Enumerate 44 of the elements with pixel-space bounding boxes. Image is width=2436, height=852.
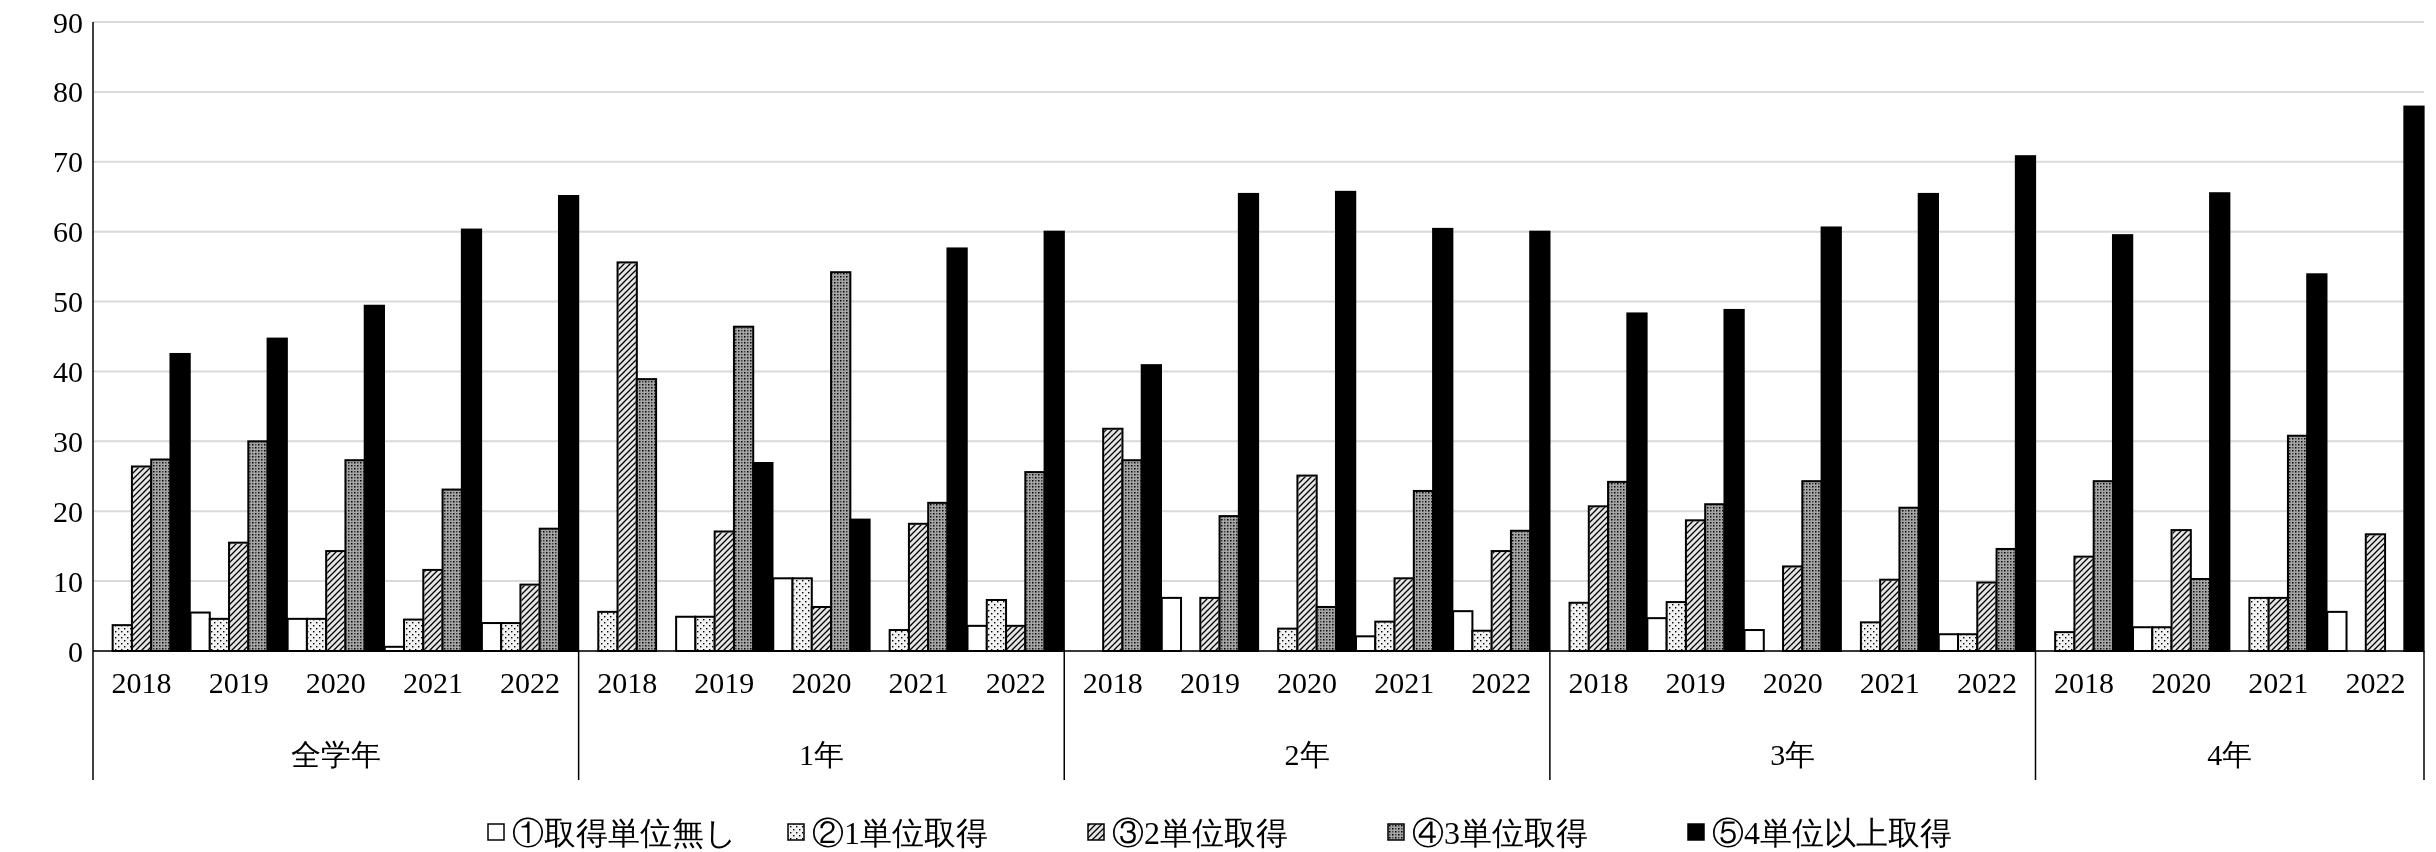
x-tick-label: 2021 bbox=[1859, 666, 1920, 699]
x-tick-label: 2022 bbox=[500, 666, 561, 699]
legend-label: ③2単位取得 bbox=[1112, 815, 1288, 852]
x-tick-label: 2020 bbox=[1762, 666, 1823, 699]
y-tick-label: 90 bbox=[53, 5, 83, 39]
x-tick-label: 2020 bbox=[2151, 666, 2212, 699]
x-tick-label: 2022 bbox=[985, 666, 1046, 699]
x-tick-label: 2020 bbox=[305, 666, 366, 699]
y-tick-label: 60 bbox=[53, 215, 83, 249]
legend-label: ④3単位取得 bbox=[1412, 815, 1588, 852]
y-tick-label: 70 bbox=[53, 145, 83, 179]
legend-label: ①取得単位無し bbox=[512, 815, 737, 852]
x-tick-label: 2021 bbox=[2248, 666, 2309, 699]
x-tick-label: 2021 bbox=[1374, 666, 1435, 699]
x-tick-label: 2022 bbox=[1471, 666, 1532, 699]
x-tick-label: 2018 bbox=[1082, 666, 1143, 699]
y-tick-label: 50 bbox=[53, 285, 83, 319]
text: 3年 bbox=[1770, 738, 1816, 771]
y-tick-label: 10 bbox=[53, 564, 83, 598]
y-tick-label: 30 bbox=[53, 424, 83, 458]
x-tick-label: 2022 bbox=[1956, 666, 2017, 699]
x-tick-label: 2018 bbox=[2054, 666, 2115, 699]
legend-label: ⑤4単位以上取得 bbox=[1712, 815, 1952, 852]
x-tick-label: 2021 bbox=[402, 666, 463, 699]
text: 2年 bbox=[1284, 738, 1330, 771]
text: 4年 bbox=[2207, 738, 2253, 771]
x-tick-label: 2018 bbox=[597, 666, 658, 699]
y-tick-label: 0 bbox=[68, 634, 83, 668]
x-tick-label: 2018 bbox=[111, 666, 172, 699]
x-tick-label: 2020 bbox=[1277, 666, 1338, 699]
x-tick-label: 2021 bbox=[888, 666, 949, 699]
x-tick-label: 2020 bbox=[791, 666, 852, 699]
x-tick-label: 2022 bbox=[2345, 666, 2406, 699]
x-tick-label: 2018 bbox=[1568, 666, 1629, 699]
x-tick-label: 2019 bbox=[208, 666, 269, 699]
x-tick-label: 2019 bbox=[1665, 666, 1726, 699]
text: 1年 bbox=[798, 738, 844, 771]
x-tick-label: 2019 bbox=[1179, 666, 1240, 699]
y-tick-label: 20 bbox=[53, 494, 83, 528]
y-tick-label: 40 bbox=[53, 354, 83, 388]
y-tick-label: 80 bbox=[53, 75, 83, 109]
x-tick-label: 2019 bbox=[694, 666, 755, 699]
text: 全学年 bbox=[290, 738, 381, 771]
legend-label: ②1単位取得 bbox=[812, 815, 988, 852]
